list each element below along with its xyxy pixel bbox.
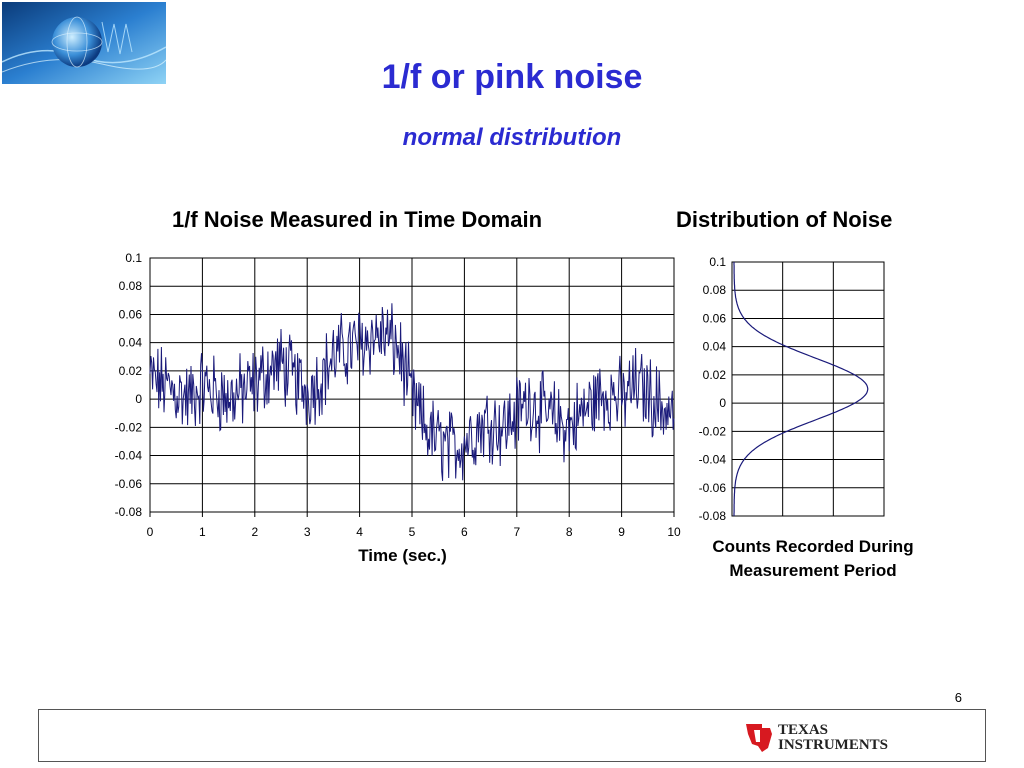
globe-logo-image <box>2 2 166 84</box>
x-tick-label: 2 <box>251 525 258 539</box>
y-tick-label: 0.1 <box>125 251 142 265</box>
distribution-chart-title: Distribution of Noise <box>676 207 893 232</box>
y-tick-label: 0 <box>135 392 142 406</box>
footer-frame <box>38 709 986 762</box>
x-tick-label: 5 <box>409 525 416 539</box>
y-tick-label: -0.02 <box>699 424 727 438</box>
y-tick-label: 0 <box>719 396 726 410</box>
y-tick-label: 0.04 <box>703 340 727 354</box>
x-tick-label: 10 <box>667 525 681 539</box>
noise-series-line <box>149 303 675 481</box>
plot-area-frame <box>731 261 885 517</box>
y-tick-label: -0.04 <box>115 449 143 463</box>
time-domain-chart: 0.1 0.08 0.06 0.04 0.02 0 -0.02 -0.04 -0.06 -0.08… <box>115 251 681 539</box>
x-tick-label: 6 <box>461 525 468 539</box>
distribution-x-axis-label: Counts Recorded During Measurement Perio… <box>712 537 914 580</box>
y-tick-label: 0.04 <box>119 336 143 350</box>
y-tick-label: 0.1 <box>709 255 726 269</box>
normal-distribution-curve <box>733 262 869 516</box>
x-tick-label: 0 <box>147 525 154 539</box>
y-tick-label: -0.06 <box>699 481 727 495</box>
y-tick-label: 0.06 <box>703 311 727 325</box>
distribution-chart: 0.1 0.08 0.06 0.04 0.02 0 -0.02 -0.04 -0.06 -0.08 <box>699 255 885 523</box>
texas-instruments-logo-icon <box>746 724 772 752</box>
y-tick-label: 0.02 <box>119 364 143 378</box>
x-tick-label: 4 <box>356 525 363 539</box>
x-tick-label: 8 <box>566 525 573 539</box>
y-tick-label: 0.08 <box>119 279 143 293</box>
y-tick-label: -0.08 <box>699 509 727 523</box>
y-tick-label: -0.06 <box>115 477 143 491</box>
time-chart-title: 1/f Noise Measured in Time Domain <box>172 207 543 232</box>
plot-area-frame <box>149 257 675 513</box>
brand-line-2: INSTRUMENTS <box>778 737 889 753</box>
slide-subtitle: normal distribution <box>402 124 622 151</box>
y-tick-label: 0.02 <box>703 368 727 382</box>
x-tick-label: 1 <box>199 525 206 539</box>
y-tick-label: -0.08 <box>115 505 143 519</box>
y-tick-label: -0.04 <box>699 453 727 467</box>
time-x-axis-label: Time (sec.) <box>358 546 447 565</box>
x-tick-label: 9 <box>618 525 625 539</box>
x-tick-label: 7 <box>513 525 520 539</box>
page-number: 6 <box>954 690 962 705</box>
slide-title: 1/f or pink noise <box>381 58 643 96</box>
y-tick-label: -0.02 <box>115 420 143 434</box>
brand-line-1: TEXAS <box>778 722 829 738</box>
x-tick-label: 3 <box>304 525 311 539</box>
y-tick-label: 0.06 <box>119 307 143 321</box>
y-tick-label: 0.08 <box>703 283 727 297</box>
